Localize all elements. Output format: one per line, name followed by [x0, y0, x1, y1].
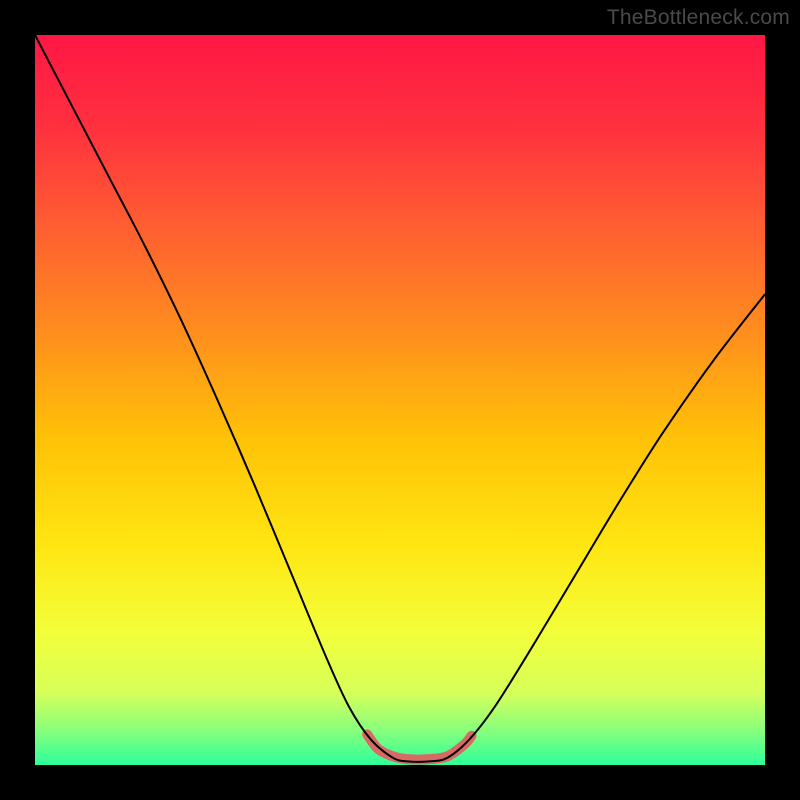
chart-container: TheBottleneck.com	[0, 0, 800, 800]
plot-background	[35, 35, 765, 765]
watermark-text: TheBottleneck.com	[607, 6, 790, 30]
bottleneck-curve-chart	[0, 0, 800, 800]
